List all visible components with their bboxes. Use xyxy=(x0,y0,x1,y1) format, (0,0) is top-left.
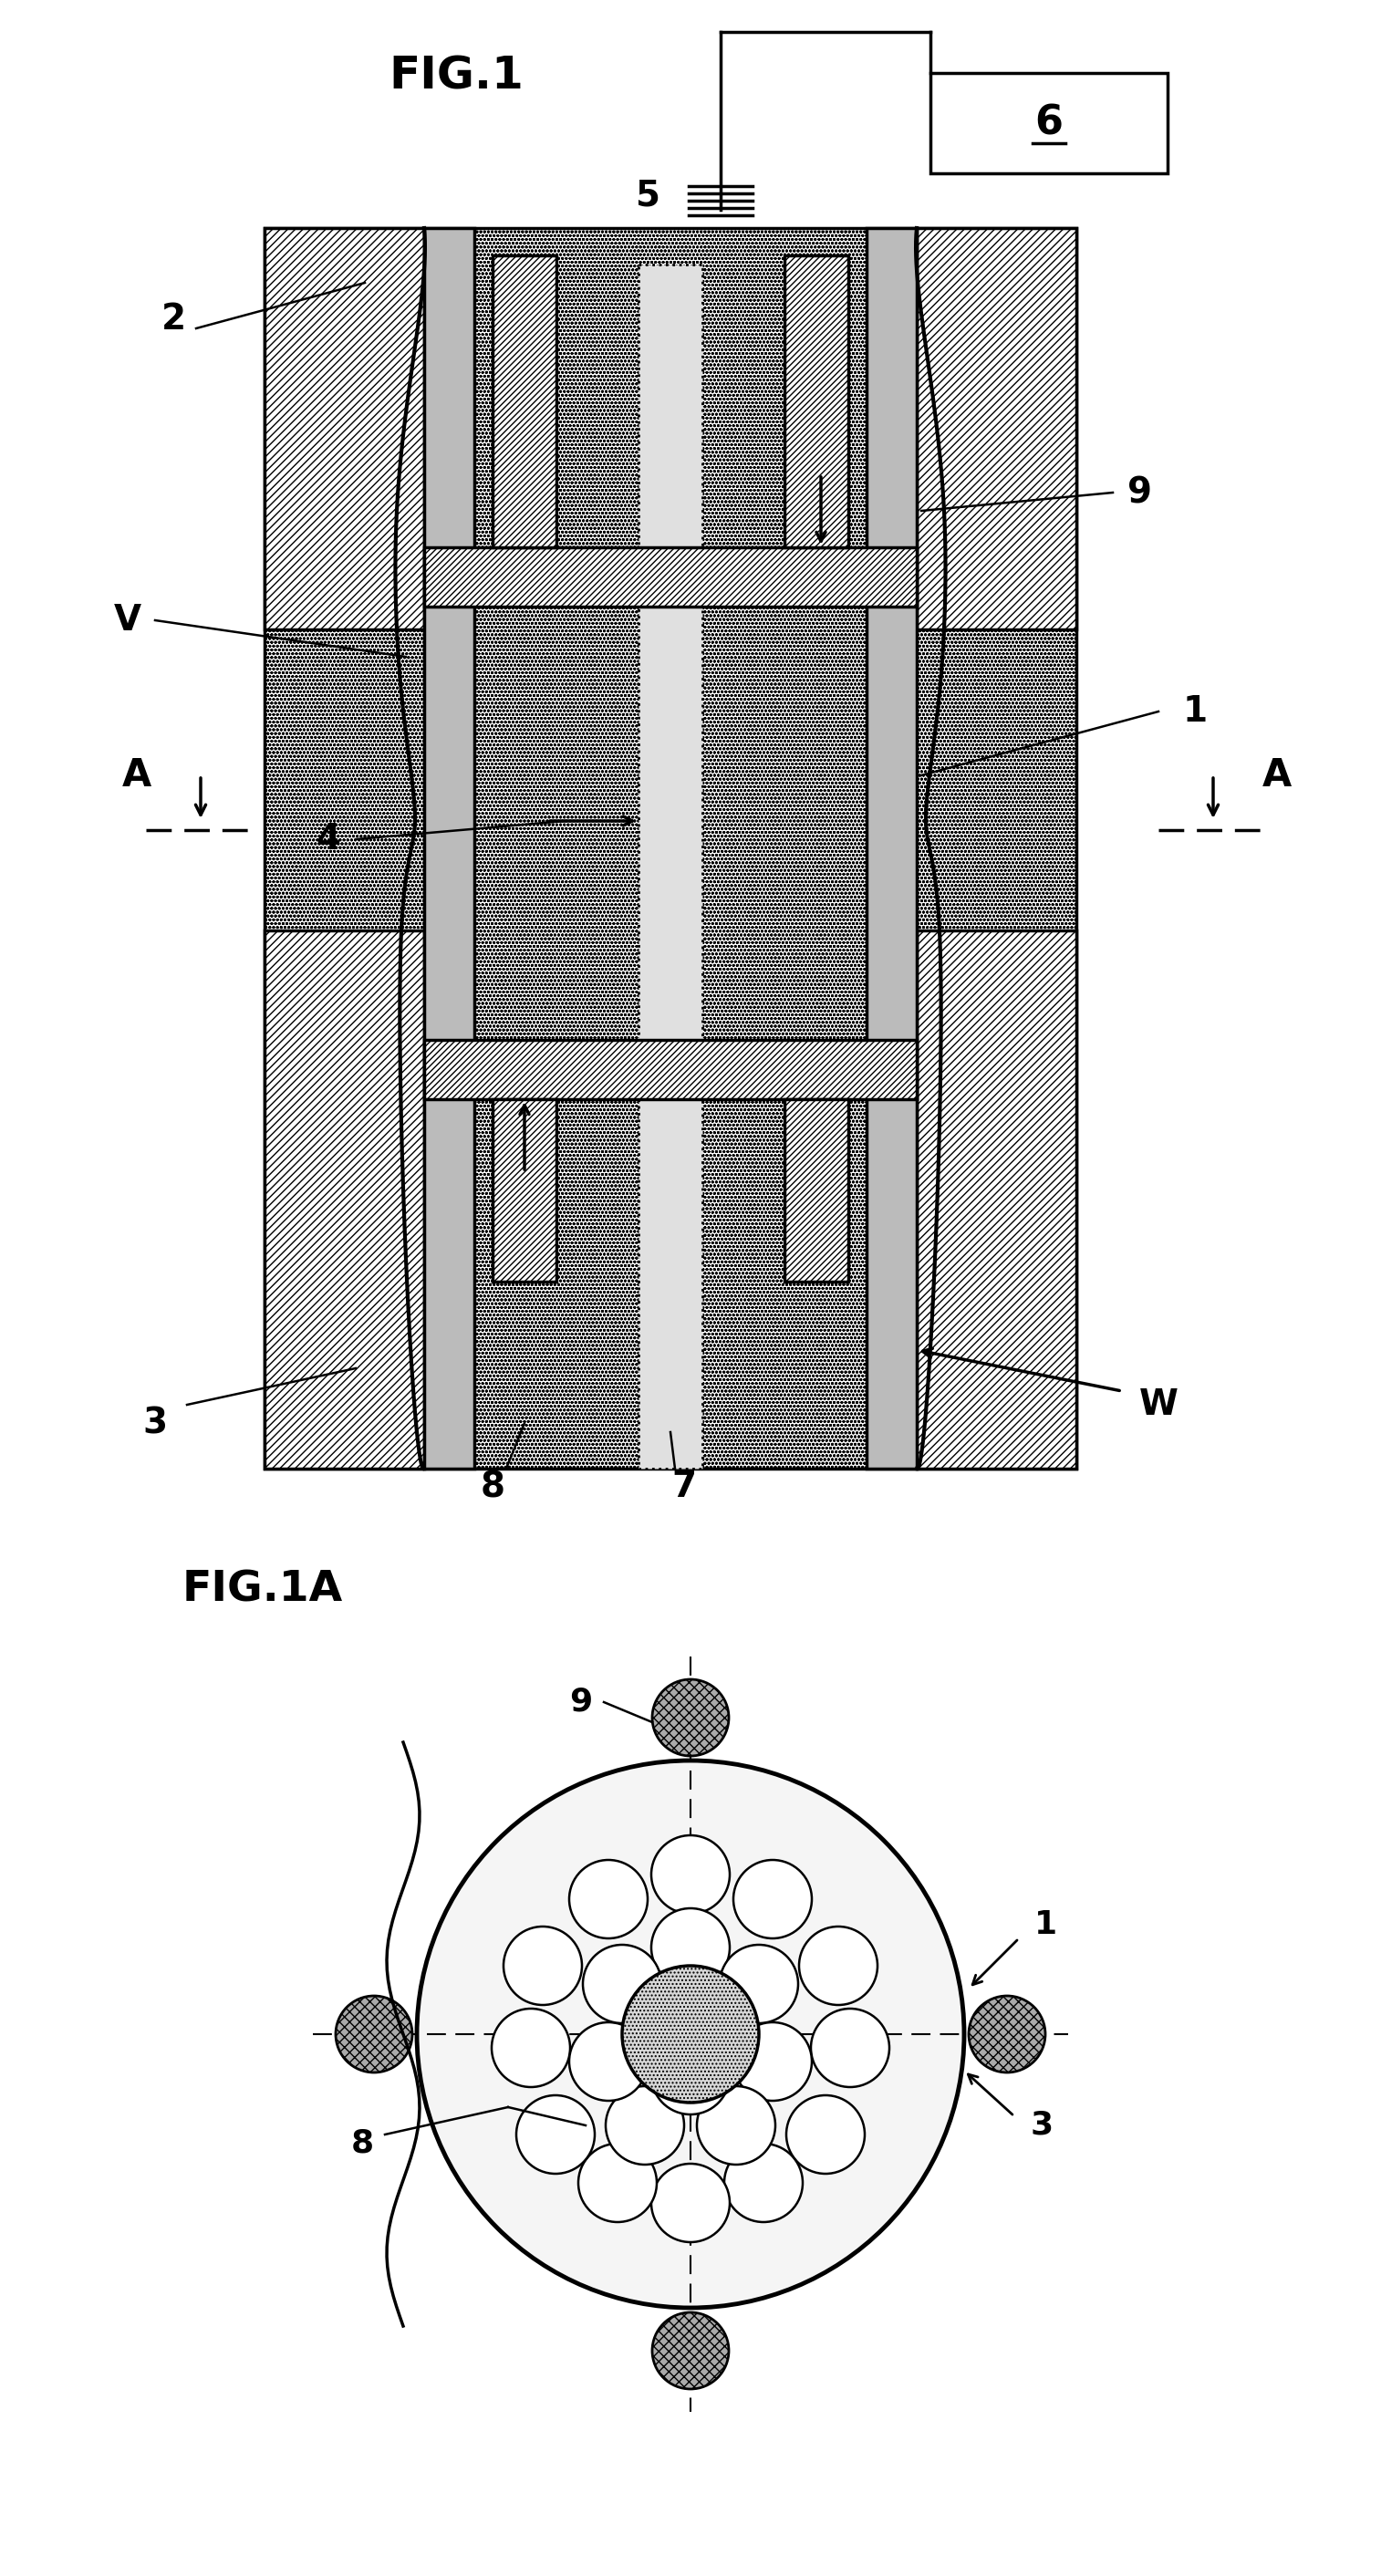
Bar xyxy=(265,229,424,629)
Circle shape xyxy=(652,2313,729,2388)
Circle shape xyxy=(652,2164,729,2241)
Circle shape xyxy=(697,2087,775,2164)
Text: 1: 1 xyxy=(1034,1909,1058,1940)
Circle shape xyxy=(652,1909,729,1986)
Bar xyxy=(917,930,1076,1468)
Text: 4: 4 xyxy=(316,822,341,858)
Text: 1: 1 xyxy=(1182,693,1207,729)
Circle shape xyxy=(724,2143,802,2223)
Text: 3: 3 xyxy=(1030,2110,1054,2141)
Circle shape xyxy=(583,1945,661,2022)
Circle shape xyxy=(968,1996,1045,2074)
Text: 5: 5 xyxy=(635,178,660,214)
Text: 2: 2 xyxy=(162,301,185,337)
Circle shape xyxy=(569,1860,648,1937)
Bar xyxy=(493,1100,557,1283)
Circle shape xyxy=(569,2022,648,2102)
Text: 7: 7 xyxy=(671,1468,696,1504)
Circle shape xyxy=(811,2009,889,2087)
Text: V: V xyxy=(115,603,141,639)
Circle shape xyxy=(492,2009,570,2087)
Circle shape xyxy=(516,2094,595,2174)
Circle shape xyxy=(800,1927,877,2004)
Bar xyxy=(866,229,917,1468)
Circle shape xyxy=(621,1965,760,2102)
Circle shape xyxy=(786,2094,865,2174)
Bar xyxy=(931,72,1167,173)
Circle shape xyxy=(652,1834,729,1914)
Circle shape xyxy=(652,2035,729,2115)
Text: 9: 9 xyxy=(569,1687,592,1718)
Circle shape xyxy=(504,1927,581,2004)
Circle shape xyxy=(336,1996,413,2074)
Bar xyxy=(424,1041,917,1100)
Circle shape xyxy=(733,1860,812,1937)
Text: 3: 3 xyxy=(142,1406,167,1440)
Bar xyxy=(784,1100,848,1283)
Circle shape xyxy=(652,1680,729,1757)
Circle shape xyxy=(606,2087,684,2164)
Bar xyxy=(265,229,1076,1468)
Text: 8: 8 xyxy=(481,1468,505,1504)
Bar xyxy=(493,255,557,546)
Text: A: A xyxy=(122,757,152,793)
Bar xyxy=(265,930,424,1468)
Text: A: A xyxy=(1262,757,1291,793)
Bar xyxy=(917,229,1076,629)
Text: FIG.1: FIG.1 xyxy=(388,54,523,98)
Bar xyxy=(424,546,917,605)
Bar xyxy=(424,229,474,1468)
Circle shape xyxy=(579,2143,657,2223)
Text: FIG.1A: FIG.1A xyxy=(182,1569,344,1610)
Text: W: W xyxy=(1139,1388,1178,1422)
Circle shape xyxy=(720,1945,798,2022)
Bar xyxy=(784,255,848,546)
Text: 6: 6 xyxy=(1034,103,1063,142)
Circle shape xyxy=(733,2022,812,2102)
Bar xyxy=(638,265,703,1468)
Circle shape xyxy=(417,1759,964,2308)
Text: 9: 9 xyxy=(1128,474,1153,510)
Text: 8: 8 xyxy=(351,2128,374,2159)
